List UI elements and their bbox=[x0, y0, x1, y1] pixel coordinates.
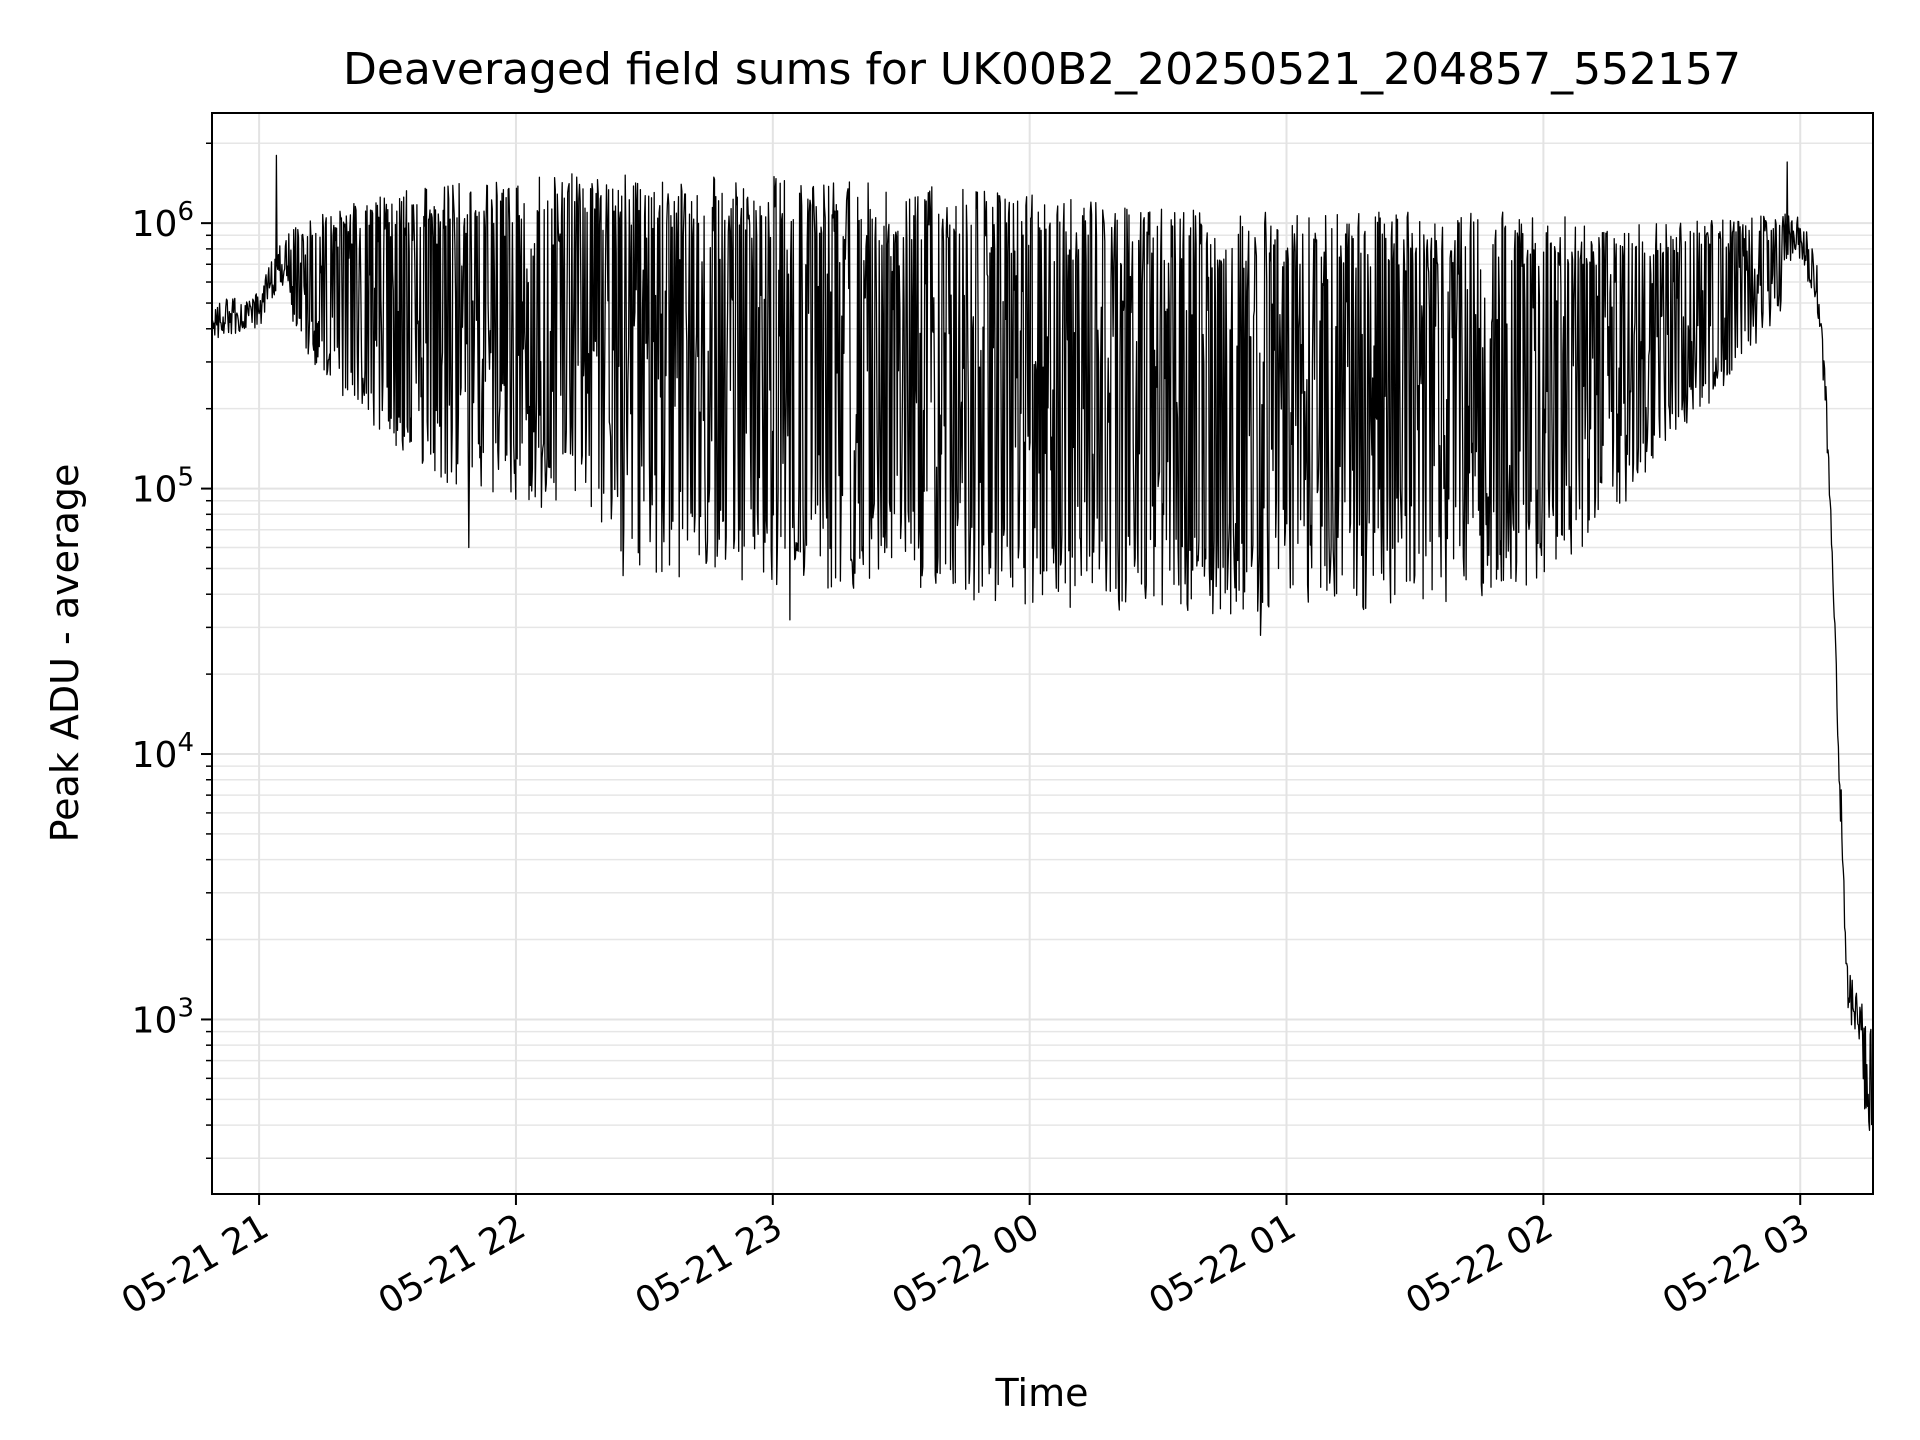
y-tick-label: 105 bbox=[132, 463, 194, 511]
y-tick-label: 106 bbox=[132, 197, 194, 245]
y-tick-label: 103 bbox=[132, 993, 194, 1041]
y-tick-label: 104 bbox=[132, 728, 194, 776]
y-axis: 103 104 105 106 bbox=[132, 142, 212, 1159]
series-path bbox=[211, 154, 1874, 1131]
y-axis-label: Peak ADU - average bbox=[43, 464, 87, 843]
chart-title: Deaveraged field sums for UK00B2_2025052… bbox=[343, 44, 1741, 95]
x-axis-label: Time bbox=[995, 1371, 1089, 1415]
series-line bbox=[211, 154, 1874, 1131]
plot-frame bbox=[211, 112, 1874, 1195]
